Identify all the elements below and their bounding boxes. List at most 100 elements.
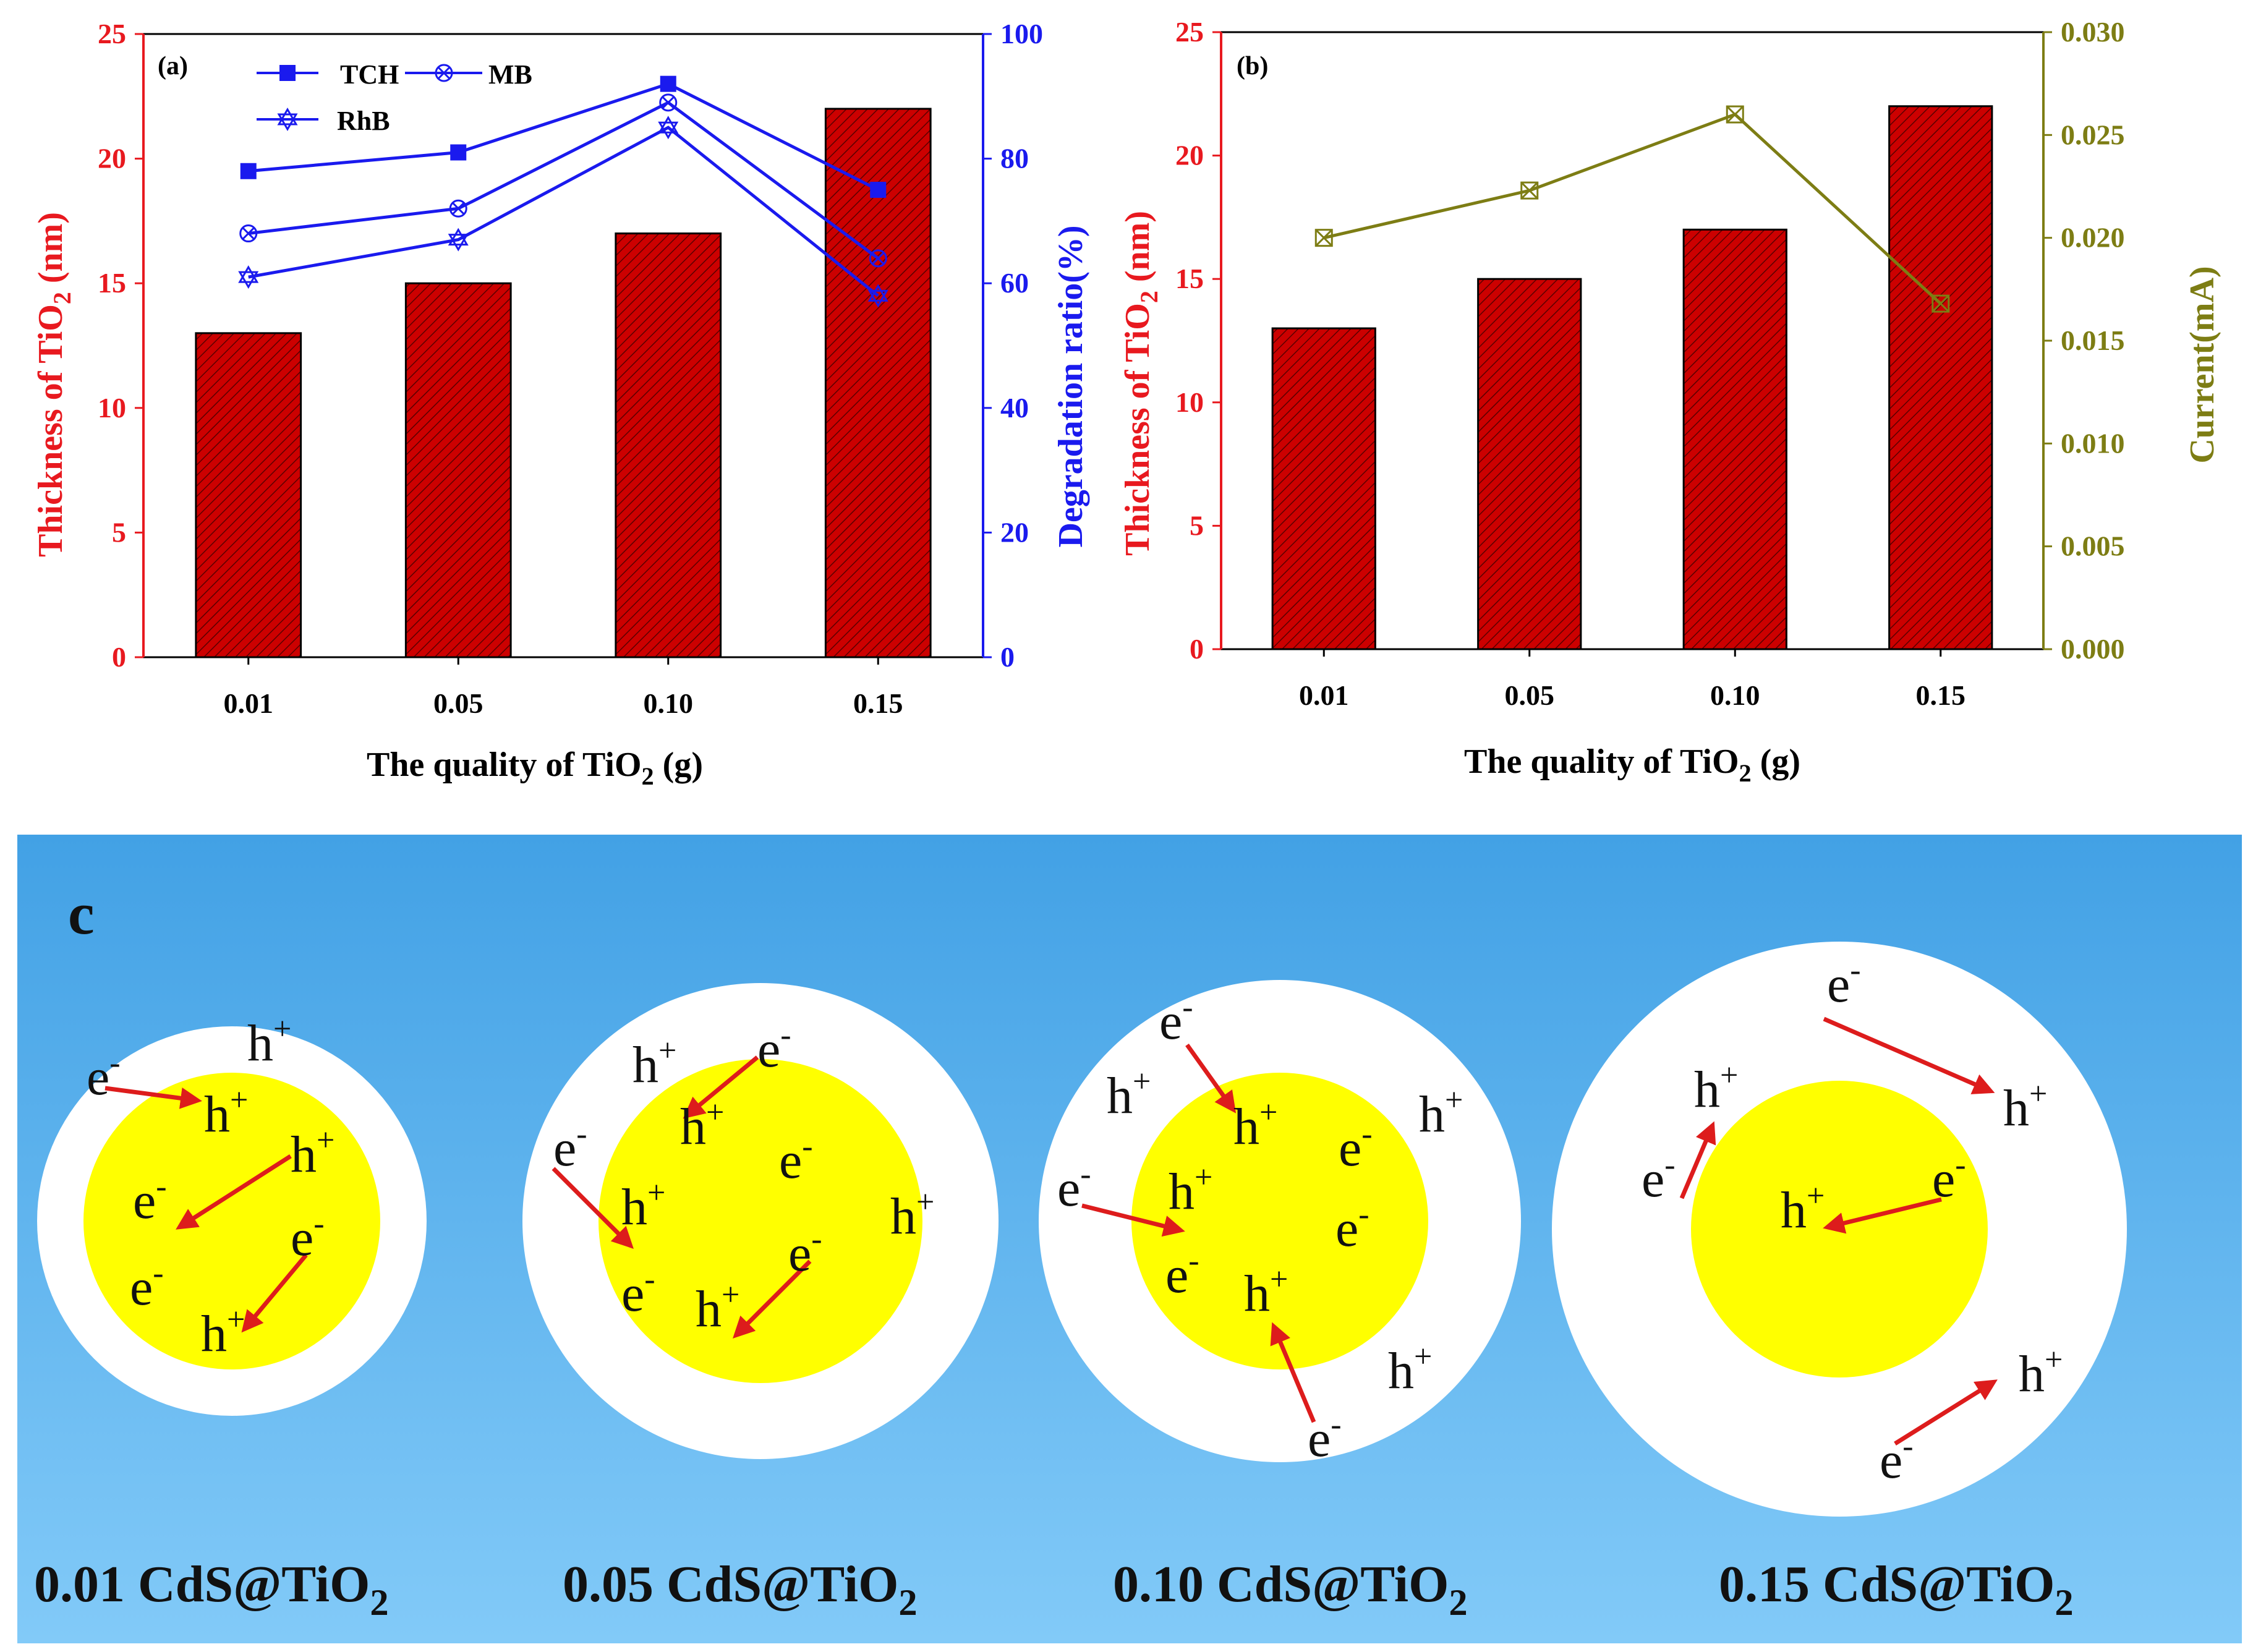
hole-label: h+ — [201, 1302, 245, 1363]
hole-label: h+ — [291, 1123, 334, 1183]
hole-label: h+ — [890, 1185, 934, 1245]
electron-label: e- — [1642, 1147, 1676, 1208]
panel-b-x-tick-label: 0.15 — [1916, 679, 1966, 711]
particle-1-arrow-0 — [683, 1055, 759, 1119]
particle-1: h+ e-h+ e-h+ e-h+ e-e-h+ 0.05 CdS@TiO2 — [522, 983, 999, 1624]
panel-a-right-tick-label: 80 — [1000, 143, 1029, 174]
panel-b-right-tick-label: 0.015 — [2061, 325, 2125, 356]
panel-a-series-mb-point-2 — [659, 93, 678, 112]
panel-b-right-tick-label: 0.020 — [2061, 222, 2125, 253]
legend-mb-marker — [435, 64, 453, 82]
legend-mb-label: MB — [488, 59, 532, 90]
panel-b-series-current-point-2 — [1726, 105, 1744, 124]
particle-0: h+e-h+h+e-e-e-h+0.01 CdS@TiO2 — [34, 1011, 427, 1624]
hole-label: h+ — [621, 1175, 665, 1236]
electron-label: e- — [1057, 1157, 1091, 1217]
panel-b-x-tick-label: 0.01 — [1299, 679, 1349, 711]
panel-b-series-current-point-1 — [1520, 181, 1539, 200]
panel-b-left-tick-label: 10 — [1175, 386, 1204, 418]
panel-a-left-tick-label: 5 — [112, 516, 126, 548]
panel-b-bar-0.15 — [1888, 105, 1993, 650]
panel-a-series-rhb-point-0 — [238, 265, 259, 289]
hole-label: h+ — [1233, 1095, 1277, 1156]
panel-a-right-tick-label: 40 — [1000, 392, 1029, 424]
panel-b-x-tick-label: 0.10 — [1710, 679, 1760, 711]
panel-b-x-axis-title: The quality of TiO2 (g) — [1464, 743, 1800, 787]
panel-a-chart: 0 5 10 15 20 25 0 20 40 60 80 100 0.01 0.05 0.10 0.15 (… — [32, 18, 1090, 790]
particle-2-cds-core — [1131, 1073, 1428, 1369]
panel-a-series-mb-point-1 — [449, 199, 467, 218]
panel-a-series-rhb-point-3 — [867, 284, 888, 308]
panel-a-letter: (a) — [158, 52, 188, 80]
electron-label: e- — [779, 1129, 813, 1190]
panel-b-x-tick-label: 0.05 — [1505, 679, 1555, 711]
panel-b-right-tick-label: 0.005 — [2061, 530, 2125, 562]
electron-label: e- — [1308, 1407, 1342, 1468]
hole-label: h+ — [632, 1033, 676, 1094]
hole-label: h+ — [680, 1095, 724, 1156]
panel-a-bar-0.01 — [195, 332, 302, 658]
panel-a-right-tick-label: 20 — [1000, 516, 1029, 548]
panel-b-bar-0.10 — [1682, 228, 1787, 650]
particle-3-arrow-0 — [1823, 1016, 1995, 1094]
panel-b-series-current-point-3 — [1931, 294, 1950, 313]
panel-b-right-tick-label: 0.010 — [2061, 427, 2125, 459]
panel-b-right-tick-label: 0.000 — [2061, 633, 2125, 665]
electron-label: e- — [1335, 1197, 1369, 1258]
particle-0-caption: 0.01 CdS@TiO2 — [34, 1556, 389, 1624]
panel-b-left-tick-label: 25 — [1175, 16, 1204, 48]
particle-3-cds-core — [1691, 1081, 1988, 1377]
panel-a-legend: TCH MB RhB — [257, 59, 532, 136]
hole-label: h+ — [1244, 1262, 1288, 1322]
panel-a-series-tch-point-2 — [660, 75, 676, 92]
particle-0-arrow-1 — [176, 1154, 292, 1230]
electron-label: e- — [1339, 1117, 1373, 1177]
panel-a-left-axis-title: Thickness of TiO2 (nm) — [32, 212, 76, 557]
particle-2-arrow-2 — [1270, 1322, 1316, 1423]
panel-b-left-tick-label: 15 — [1175, 263, 1204, 294]
panel-a-series-mb-line — [248, 100, 879, 260]
panel-a-series-rhb-point-1 — [448, 228, 469, 252]
legend-rhb-marker — [277, 108, 298, 131]
panel-b-left-axis-title: Thickness of TiO2 (nm) — [1118, 211, 1163, 556]
electron-label: e- — [130, 1256, 164, 1316]
electron-label: e- — [757, 1018, 791, 1078]
electron-label: e- — [788, 1222, 822, 1282]
panel-a-right-axis-title: Degradation ratio(%) — [1052, 225, 1090, 547]
panel-b-series-current-line — [1323, 113, 1942, 305]
panel-a-left-tick-label: 0 — [112, 641, 126, 673]
hole-label: h+ — [1169, 1160, 1212, 1220]
hole-label: h+ — [2019, 1342, 2063, 1403]
electron-label: e- — [1827, 953, 1861, 1013]
hole-label: h+ — [1781, 1178, 1825, 1239]
panel-a-right-tick-label: 60 — [1000, 267, 1029, 299]
particle-3-arrow-1 — [1679, 1121, 1716, 1199]
panel-a-bar-0.15 — [824, 108, 932, 658]
panel-a-series-rhb-point-2 — [658, 116, 679, 140]
electron-label: e- — [291, 1206, 325, 1267]
panel-b-bar-0.05 — [1477, 278, 1582, 650]
particle-1-arrow-1 — [552, 1167, 634, 1249]
panel-a-bar-0.10 — [615, 232, 722, 658]
panel-a-x-tick-label: 0.10 — [644, 688, 694, 719]
panel-a-series-tch-point-0 — [240, 163, 257, 179]
electron-label: e- — [133, 1169, 167, 1230]
panel-a-x-tick-label: 0.01 — [224, 688, 274, 719]
hole-label: h+ — [247, 1011, 291, 1072]
panel-a-left-tick-label: 25 — [98, 18, 126, 49]
hole-label: h+ — [1107, 1064, 1151, 1125]
panel-b-left-tick-label: 5 — [1190, 509, 1204, 541]
panel-b-right-axis-title: Current(mA) — [2183, 266, 2221, 463]
panel-a-series-mb-point-3 — [869, 249, 887, 268]
panel-a-series-mb-point-0 — [239, 224, 258, 243]
particle-3-arrow-3 — [1894, 1379, 1998, 1446]
particle-1-arrow-2 — [733, 1259, 812, 1339]
particle-1-cds-core — [598, 1059, 922, 1383]
legend-tch-label: TCH — [340, 59, 399, 90]
panel-b-right-tick-label: 0.030 — [2061, 16, 2125, 48]
panel-a-right-tick-label: 100 — [1000, 18, 1043, 49]
particle-2: e-h+h+ h+e-e-h+e-e-h+h+e-0.10 CdS@TiO2 — [1039, 980, 1521, 1624]
electron-label: e- — [621, 1262, 655, 1322]
